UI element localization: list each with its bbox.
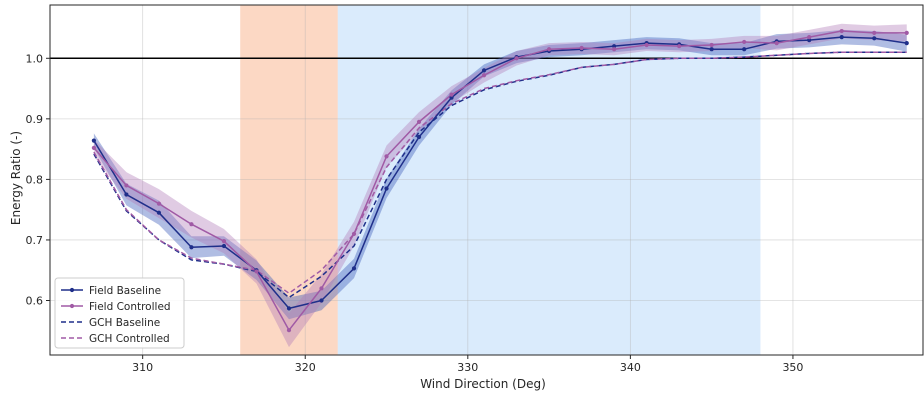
line-gch-controlled — [93, 51, 907, 294]
legend-label-field-controlled: Field Controlled — [89, 301, 171, 313]
point-field-controlled — [644, 42, 649, 48]
point-field-controlled — [449, 92, 454, 97]
point-field-controlled — [351, 231, 357, 236]
point-field-baseline — [872, 36, 877, 41]
point-field-baseline — [221, 243, 227, 249]
legend: Field Baseline Field Controlled GCH Baseli… — [54, 277, 185, 349]
legend-box — [54, 277, 185, 349]
plot-border — [49, 4, 924, 356]
legend-label-gch-controlled: GCH Controlled — [89, 333, 170, 345]
point-field-controlled — [124, 183, 129, 188]
x-tick-label: 350 — [782, 361, 803, 374]
shaded-region-2 — [337, 5, 761, 355]
x-tick-label: 310 — [132, 361, 153, 374]
line-field-controlled — [93, 30, 907, 331]
point-field-baseline — [904, 41, 909, 46]
point-field-controlled — [612, 47, 617, 52]
point-field-baseline — [286, 306, 292, 311]
point-field-controlled — [742, 39, 747, 45]
point-field-controlled — [872, 30, 877, 35]
point-field-controlled — [677, 44, 682, 49]
shaded-regions — [240, 5, 761, 355]
point-field-baseline — [612, 44, 617, 49]
legend-marker-field-baseline — [69, 287, 75, 293]
point-field-baseline — [91, 138, 96, 143]
point-field-baseline — [416, 134, 422, 140]
y-tick-label: 0.6 — [26, 295, 44, 308]
point-field-baseline — [807, 38, 812, 43]
point-field-controlled — [904, 30, 909, 35]
point-field-baseline — [481, 68, 487, 73]
series-markers — [91, 28, 909, 333]
point-field-controlled — [481, 73, 487, 78]
point-field-controlled — [189, 222, 194, 227]
point-field-baseline — [449, 95, 454, 100]
point-field-controlled — [709, 42, 714, 48]
plot-frame — [49, 4, 924, 356]
point-field-controlled — [286, 328, 292, 333]
point-field-controlled — [221, 239, 227, 244]
point-field-baseline — [839, 34, 844, 40]
point-field-controlled — [254, 269, 259, 274]
point-field-controlled — [774, 41, 779, 46]
y-axis-ticks: 0.6 0.7 0.8 0.9 1.0 — [26, 52, 50, 308]
y-tick-label: 0.7 — [26, 234, 44, 247]
point-field-baseline — [189, 245, 194, 250]
grid-lines — [50, 5, 923, 355]
y-tick-label: 0.8 — [26, 173, 44, 186]
y-tick-label: 0.9 — [26, 113, 44, 126]
point-field-baseline — [742, 47, 747, 52]
point-field-baseline — [319, 298, 324, 303]
x-tick-label: 330 — [457, 361, 478, 374]
point-field-controlled — [807, 34, 812, 40]
point-field-controlled — [546, 47, 552, 52]
y-tick-label: 1.0 — [26, 52, 44, 65]
shaded-region-1 — [240, 5, 338, 355]
point-field-baseline — [351, 266, 357, 271]
x-tick-label: 340 — [620, 361, 641, 374]
point-field-controlled — [319, 286, 324, 291]
point-field-baseline — [384, 186, 389, 191]
point-field-controlled — [579, 45, 584, 51]
point-field-baseline — [709, 47, 714, 52]
point-field-controlled — [839, 28, 844, 34]
series-lines — [93, 30, 907, 331]
x-axis-label: Wind Direction (Deg) — [420, 377, 546, 391]
x-tick-label: 320 — [295, 361, 316, 374]
point-field-controlled — [416, 119, 422, 124]
point-field-baseline — [156, 210, 162, 215]
point-field-controlled — [156, 201, 162, 206]
legend-marker-field-controlled — [69, 303, 75, 309]
point-field-controlled — [91, 145, 96, 151]
legend-label-gch-baseline: GCH Baseline — [89, 317, 160, 329]
point-field-controlled — [384, 154, 389, 159]
x-axis-ticks: 310 320 330 340 350 — [132, 355, 803, 374]
point-field-controlled — [514, 56, 519, 61]
legend-label-field-baseline: Field Baseline — [89, 285, 161, 297]
y-axis-label: Energy Ratio (-) — [9, 131, 23, 225]
point-field-baseline — [124, 192, 129, 197]
